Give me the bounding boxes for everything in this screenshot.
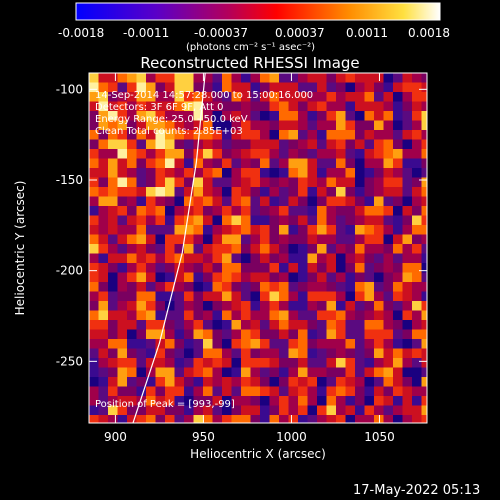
annotation-time-range: 14-Sep-2014 14:57:28.000 to 15:00:16.000 [95, 90, 313, 101]
x-tick-label: 1050 [364, 430, 395, 444]
colorbar-tick: 0.0018 [408, 26, 450, 40]
colorbar-tick: 0.00037 [275, 26, 325, 40]
annotation-counts: Clean Total counts: 2.85E+03 [95, 126, 243, 137]
x-tick-label: 900 [104, 430, 127, 444]
chart-title: Reconstructed RHESSI Image [140, 54, 359, 72]
colorbar-tick: 0.0011 [346, 26, 388, 40]
annotation-detectors: Detectors: 3F 6F 9F, Att 0 [95, 102, 223, 113]
colorbar-ticks: -0.0018 -0.0011 -0.00037 0.00037 0.0011 … [58, 26, 450, 40]
x-tick-label: 950 [192, 430, 215, 444]
colorbar [75, 2, 441, 21]
colorbar-tick: -0.0011 [123, 26, 169, 40]
solar-limb-curve [132, 73, 206, 423]
y-axis-label: Heliocentric Y (arcsec) [13, 181, 27, 316]
y-tick-label: -150 [56, 173, 83, 187]
y-tick-label: -200 [56, 264, 83, 278]
x-tick-label: 1000 [276, 430, 307, 444]
x-axis-ticks: 900 950 1000 1050 [104, 73, 395, 444]
y-tick-label: -250 [56, 354, 83, 368]
heatmap-cells [89, 73, 427, 423]
annotation-energy: Energy Range: 25.0 - 50.0 keV [95, 114, 248, 125]
footer-timestamp: 17-May-2022 05:13 [353, 483, 480, 498]
peak-position-label: Position of Peak = [993,-99] [95, 399, 235, 410]
plot-frame [88, 72, 428, 424]
colorbar-units: (photons cm⁻² s⁻¹ asec⁻²) [186, 42, 315, 53]
colorbar-tick: -0.00037 [194, 26, 248, 40]
y-tick-label: -100 [56, 82, 83, 96]
y-axis-ticks: -100 -150 -200 -250 [56, 82, 427, 368]
observation-annotations: 14-Sep-2014 14:57:28.000 to 15:00:16.000… [95, 90, 313, 137]
colorbar-tick: -0.0018 [58, 26, 104, 40]
x-axis-label: Heliocentric X (arcsec) [190, 447, 326, 461]
